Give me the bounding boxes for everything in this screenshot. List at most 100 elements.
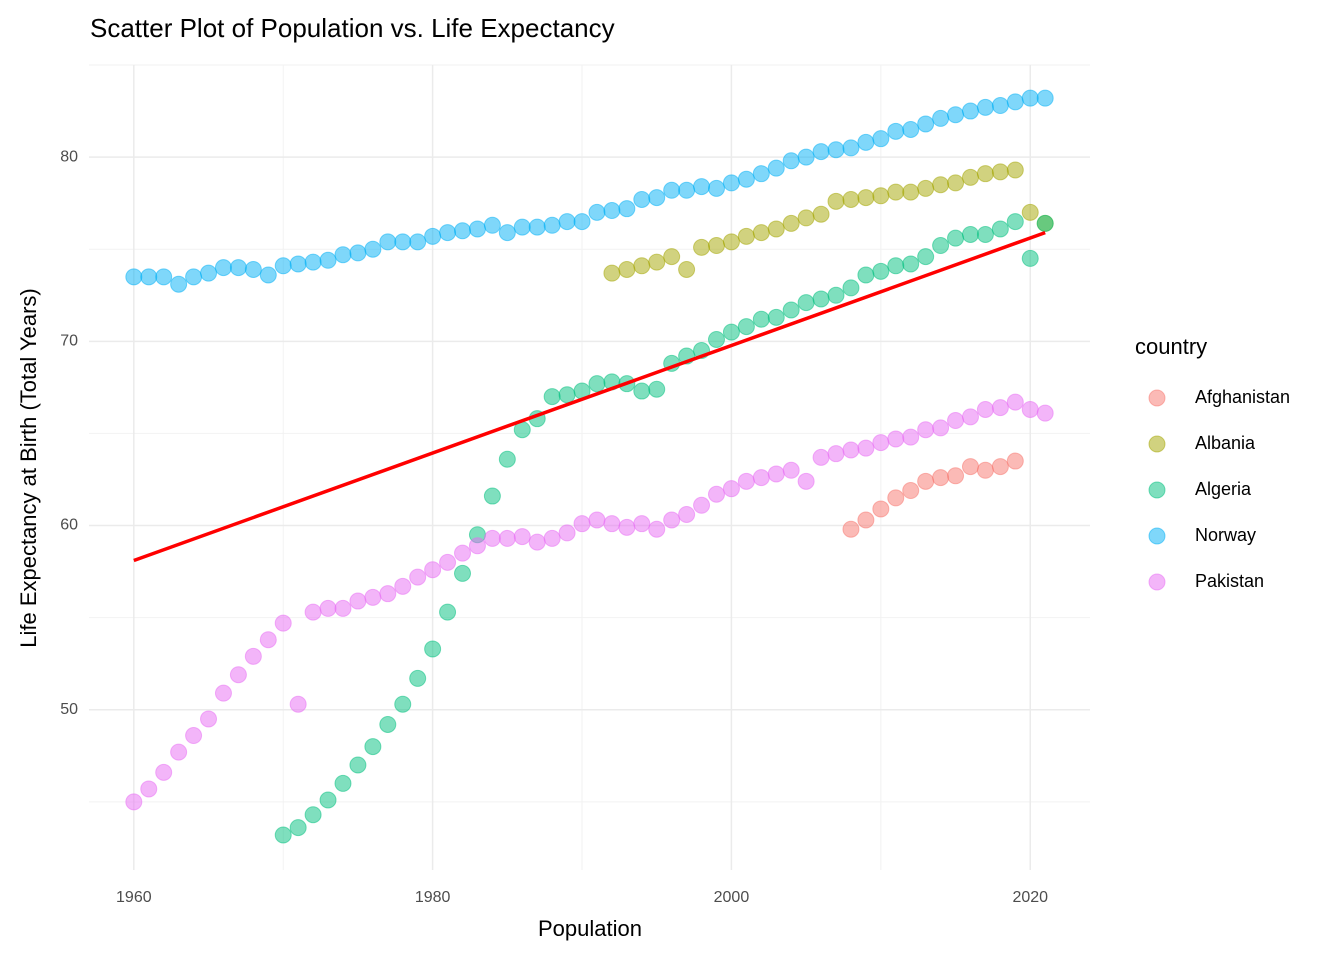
point xyxy=(887,489,905,507)
point xyxy=(543,216,561,234)
point xyxy=(722,480,740,498)
point xyxy=(991,97,1009,115)
point xyxy=(797,472,815,490)
point xyxy=(1021,249,1039,267)
point xyxy=(185,727,203,745)
point xyxy=(678,505,696,523)
point xyxy=(364,738,382,756)
point xyxy=(573,515,591,533)
point xyxy=(454,222,472,240)
point xyxy=(917,472,935,490)
point xyxy=(200,264,218,282)
point xyxy=(319,599,337,617)
point xyxy=(439,603,457,621)
y-tick-label: 60 xyxy=(60,517,78,534)
point xyxy=(902,482,920,500)
legend-label: Algeria xyxy=(1195,479,1252,499)
point xyxy=(498,529,516,547)
point xyxy=(304,603,322,621)
point xyxy=(812,143,830,161)
point xyxy=(454,564,472,582)
point xyxy=(902,428,920,446)
point xyxy=(722,174,740,192)
point xyxy=(229,259,247,277)
point xyxy=(200,710,218,728)
point xyxy=(439,224,457,242)
point xyxy=(558,386,576,404)
point xyxy=(1021,89,1039,107)
point xyxy=(782,461,800,479)
point xyxy=(857,189,875,207)
point xyxy=(782,152,800,170)
point xyxy=(737,170,755,188)
point xyxy=(618,260,636,278)
point xyxy=(483,529,501,547)
point xyxy=(140,268,158,286)
point xyxy=(1006,213,1024,231)
legend-marker xyxy=(1148,481,1166,499)
point xyxy=(558,524,576,542)
point xyxy=(409,568,427,586)
point xyxy=(722,323,740,341)
point xyxy=(961,225,979,243)
point xyxy=(767,220,785,238)
point xyxy=(633,190,651,208)
point xyxy=(618,200,636,218)
point xyxy=(364,588,382,606)
point xyxy=(857,133,875,151)
point xyxy=(797,209,815,227)
point xyxy=(842,139,860,157)
point xyxy=(812,448,830,466)
point xyxy=(648,520,666,538)
point xyxy=(304,806,322,824)
point xyxy=(827,445,845,463)
point xyxy=(394,577,412,595)
point xyxy=(409,669,427,687)
point xyxy=(349,592,367,610)
point xyxy=(887,430,905,448)
point xyxy=(633,382,651,400)
point xyxy=(633,257,651,275)
point xyxy=(917,115,935,133)
point xyxy=(872,500,890,518)
point xyxy=(349,756,367,774)
point xyxy=(842,279,860,297)
point xyxy=(289,255,307,273)
point xyxy=(648,253,666,271)
point xyxy=(603,515,621,533)
point xyxy=(707,179,725,197)
point xyxy=(872,262,890,280)
legend-label: Pakistan xyxy=(1195,571,1264,591)
point xyxy=(394,695,412,713)
point xyxy=(857,439,875,457)
point xyxy=(528,533,546,551)
y-tick-label: 50 xyxy=(60,701,78,718)
point xyxy=(678,181,696,199)
point xyxy=(663,248,681,266)
point xyxy=(633,515,651,533)
point xyxy=(707,485,725,503)
point xyxy=(991,458,1009,476)
point xyxy=(947,174,965,192)
x-tick-label: 1980 xyxy=(415,889,451,906)
point xyxy=(543,529,561,547)
legend-label: Albania xyxy=(1195,433,1256,453)
point xyxy=(737,227,755,245)
point xyxy=(932,469,950,487)
point xyxy=(170,275,188,293)
point xyxy=(767,465,785,483)
point xyxy=(259,266,277,284)
point xyxy=(588,511,606,529)
point xyxy=(976,400,994,418)
legend-label: Afghanistan xyxy=(1195,387,1290,407)
point xyxy=(857,511,875,529)
point xyxy=(961,102,979,120)
point xyxy=(125,793,143,811)
point xyxy=(842,441,860,459)
point xyxy=(947,106,965,124)
point xyxy=(573,213,591,231)
point xyxy=(947,467,965,485)
point xyxy=(513,218,531,236)
point xyxy=(947,229,965,247)
point xyxy=(468,220,486,238)
